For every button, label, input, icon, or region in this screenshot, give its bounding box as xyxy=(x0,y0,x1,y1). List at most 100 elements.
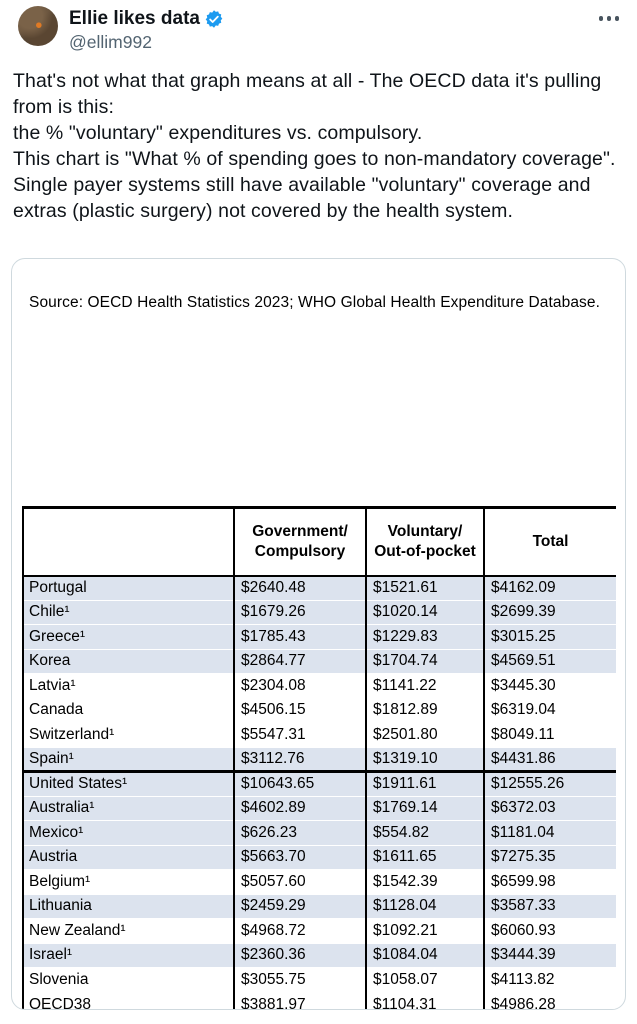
value-cell: $626.23 xyxy=(233,820,366,845)
avatar[interactable] xyxy=(18,6,58,46)
value-cell: $4602.89 xyxy=(233,795,366,821)
table-row: Portugal $2640.48 $1521.61 $4162.09 xyxy=(22,575,616,600)
table-row: Switzerland¹ $5547.31 $2501.80 $8049.11 xyxy=(22,722,616,747)
table-header-government-compulsory: Government/ Compulsory xyxy=(233,507,366,577)
value-cell: $2304.08 xyxy=(233,673,366,698)
value-cell: $1785.43 xyxy=(233,624,366,649)
source-note: Source: OECD Health Statistics 2023; WHO… xyxy=(29,294,601,311)
value-cell: $554.82 xyxy=(365,820,484,845)
value-cell: $1911.61 xyxy=(365,770,484,796)
country-cell: Latvia¹ xyxy=(22,673,234,698)
table-body: Portugal $2640.48 $1521.61 $4162.09 Chile¹ $1… xyxy=(22,575,616,1009)
value-cell: $2640.48 xyxy=(233,575,366,600)
country-cell: Korea xyxy=(22,648,234,674)
table-row: OECD38 $3881.97 $1104.31 $4986.28 xyxy=(22,991,616,1009)
country-cell: Belgium¹ xyxy=(22,869,234,894)
value-cell: $4569.51 xyxy=(483,648,616,674)
table-row: Mexico¹ $626.23 $554.82 $1181.04 xyxy=(22,820,616,845)
value-cell: $8049.11 xyxy=(483,722,616,747)
country-cell: Switzerland¹ xyxy=(22,722,234,747)
country-cell: Canada xyxy=(22,697,234,723)
country-cell: Spain¹ xyxy=(22,746,234,772)
table-row: Canada $4506.15 $1812.89 $6319.04 xyxy=(22,697,616,723)
table-row: United States¹ $10643.65 $1911.61 $12555.26 xyxy=(22,770,616,796)
tweet-paragraph: This chart is "What % of spending goes t… xyxy=(13,148,616,222)
author-display-name[interactable]: Ellie likes data xyxy=(69,8,200,29)
more-dot-icon xyxy=(598,16,603,21)
value-cell: $1542.39 xyxy=(365,869,484,894)
value-cell: $3055.75 xyxy=(233,967,366,992)
country-cell: OECD38 xyxy=(22,991,234,1009)
value-cell: $6060.93 xyxy=(483,918,616,943)
country-cell: Mexico¹ xyxy=(22,820,234,845)
value-cell: $2864.77 xyxy=(233,648,366,674)
country-cell: Israel¹ xyxy=(22,942,234,968)
table-header-total: Total xyxy=(483,507,616,577)
value-cell: $12555.26 xyxy=(483,770,616,796)
value-cell: $6599.98 xyxy=(483,869,616,894)
value-cell: $1104.31 xyxy=(365,991,484,1009)
author-handle[interactable]: @ellim992 xyxy=(69,32,152,52)
value-cell: $3112.76 xyxy=(233,746,366,772)
value-cell: $10643.65 xyxy=(233,770,366,796)
value-cell: $3015.25 xyxy=(483,624,616,649)
country-cell: Lithuania xyxy=(22,893,234,919)
value-cell: $1679.26 xyxy=(233,599,366,625)
post-header: Ellie likes data @ellim992 xyxy=(0,0,637,53)
value-cell: $4113.82 xyxy=(483,967,616,992)
table-row: Austria $5663.70 $1611.65 $7275.35 xyxy=(22,844,616,870)
value-cell: $1141.22 xyxy=(365,673,484,698)
table-row: Belgium¹ $5057.60 $1542.39 $6599.98 xyxy=(22,869,616,894)
tweet-text: That's not what that graph means at all … xyxy=(0,68,637,224)
table-header-voluntary-out-of-pocket: Voluntary/ Out-of-pocket xyxy=(365,507,484,577)
country-cell: Greece¹ xyxy=(22,624,234,649)
value-cell: $6319.04 xyxy=(483,697,616,723)
value-cell: $1181.04 xyxy=(483,820,616,845)
value-cell: $5663.70 xyxy=(233,844,366,870)
value-cell: $1769.14 xyxy=(365,795,484,821)
value-cell: $3444.39 xyxy=(483,942,616,968)
more-dot-icon xyxy=(614,16,619,21)
table-row: Slovenia $3055.75 $1058.07 $4113.82 xyxy=(22,967,616,992)
country-cell: New Zealand¹ xyxy=(22,918,234,943)
value-cell: $6372.03 xyxy=(483,795,616,821)
more-menu-button[interactable] xyxy=(597,12,622,25)
table-row: Israel¹ $2360.36 $1084.04 $3444.39 xyxy=(22,942,616,968)
value-cell: $1521.61 xyxy=(365,575,484,600)
author-block: Ellie likes data @ellim992 xyxy=(69,6,224,53)
value-cell: $2459.29 xyxy=(233,893,366,919)
value-cell: $1812.89 xyxy=(365,697,484,723)
value-cell: $2699.39 xyxy=(483,599,616,625)
table-header-country xyxy=(22,507,234,577)
value-cell: $4431.86 xyxy=(483,746,616,772)
country-cell: Australia¹ xyxy=(22,795,234,821)
value-cell: $3587.33 xyxy=(483,893,616,919)
value-cell: $1020.14 xyxy=(365,599,484,625)
table-header-row: Government/ Compulsory Voluntary/ Out-of… xyxy=(22,507,616,577)
value-cell: $4968.72 xyxy=(233,918,366,943)
value-cell: $5547.31 xyxy=(233,722,366,747)
table-row: Greece¹ $1785.43 $1229.83 $3015.25 xyxy=(22,624,616,649)
value-cell: $1611.65 xyxy=(365,844,484,870)
value-cell: $1128.04 xyxy=(365,893,484,919)
value-cell: $4986.28 xyxy=(483,991,616,1009)
table-row: Korea $2864.77 $1704.74 $4569.51 xyxy=(22,648,616,674)
value-cell: $2360.36 xyxy=(233,942,366,968)
verified-badge-icon xyxy=(204,9,224,29)
value-cell: $2501.80 xyxy=(365,722,484,747)
more-dot-icon xyxy=(606,16,611,21)
embedded-image-card[interactable]: Source: OECD Health Statistics 2023; WHO… xyxy=(11,258,626,1010)
value-cell: $1319.10 xyxy=(365,746,484,772)
value-cell: $1084.04 xyxy=(365,942,484,968)
value-cell: $1092.21 xyxy=(365,918,484,943)
table-row: Lithuania $2459.29 $1128.04 $3587.33 xyxy=(22,893,616,919)
country-cell: Portugal xyxy=(22,575,234,600)
value-cell: $3445.30 xyxy=(483,673,616,698)
country-cell: Austria xyxy=(22,844,234,870)
value-cell: $7275.35 xyxy=(483,844,616,870)
table-row: Latvia¹ $2304.08 $1141.22 $3445.30 xyxy=(22,673,616,698)
country-cell: Chile¹ xyxy=(22,599,234,625)
value-cell: $5057.60 xyxy=(233,869,366,894)
table-row: New Zealand¹ $4968.72 $1092.21 $6060.93 xyxy=(22,918,616,943)
